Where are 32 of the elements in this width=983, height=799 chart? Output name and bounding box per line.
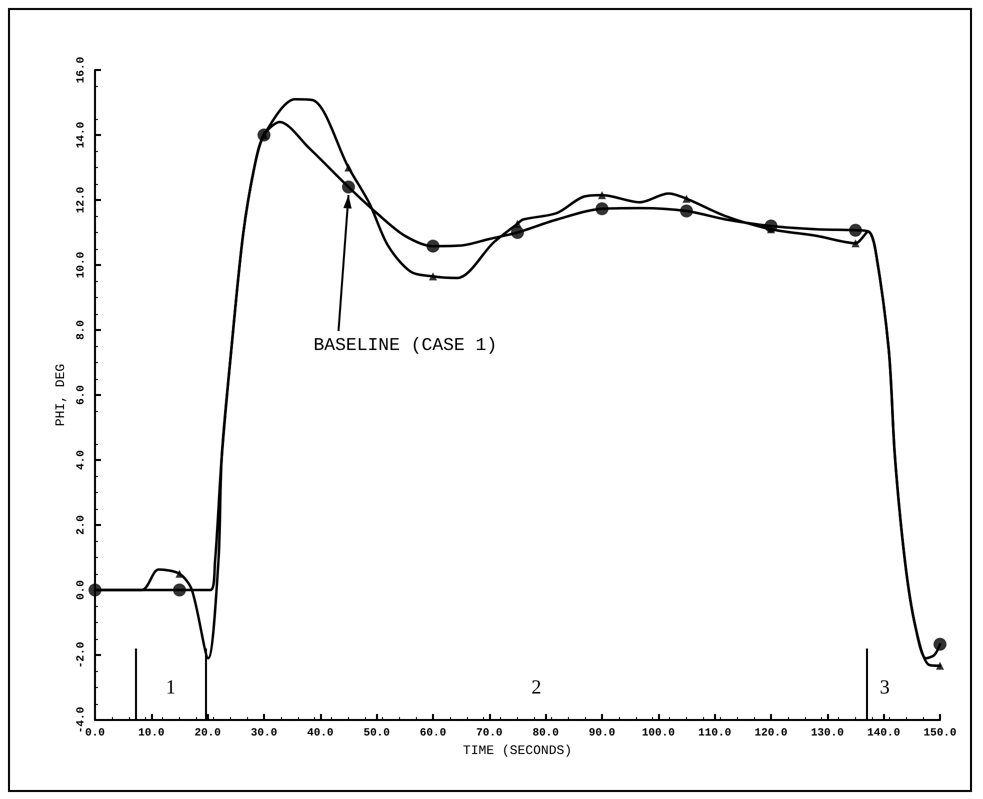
- x-tick-label: 60.0: [420, 728, 446, 740]
- x-tick-label: 20.0: [194, 728, 221, 740]
- y-tick-label: 8.0: [76, 320, 88, 340]
- x-tick-label: 70.0: [476, 728, 503, 740]
- annotation: BASELINE (CASE 1): [314, 336, 498, 356]
- y-tick-label: 0.0: [76, 580, 88, 600]
- annotation: 2: [531, 676, 542, 698]
- x-tick-label: 80.0: [532, 728, 559, 740]
- y-tick-label: 2.0: [76, 515, 88, 535]
- x-tick-label: 40.0: [307, 728, 334, 740]
- x-axis-title: TIME (SECONDS): [462, 742, 572, 758]
- x-tick-label: 110.0: [698, 728, 732, 740]
- x-tick-label: 10.0: [138, 728, 165, 740]
- x-tick-label: 30.0: [250, 728, 278, 740]
- x-tick-label: 0.0: [85, 728, 105, 740]
- y-tick-label: 10.0: [76, 252, 88, 278]
- y-axis-title: PHI, DEG: [53, 364, 68, 426]
- y-tick-label: 16.0: [76, 56, 88, 84]
- x-tick-label: 150.0: [923, 728, 957, 740]
- y-tick-label: -2.0: [76, 642, 88, 668]
- x-tick-label: 50.0: [363, 728, 390, 740]
- y-tick-label: 6.0: [76, 385, 88, 405]
- annotation: 1: [166, 676, 176, 698]
- x-tick-label: 100.0: [642, 728, 675, 740]
- x-tick-label: 130.0: [810, 728, 844, 740]
- y-tick-label: 14.0: [76, 122, 88, 148]
- y-tick-label: 4.0: [76, 450, 88, 470]
- x-tick-label: 140.0: [867, 728, 900, 740]
- annotation: 3: [880, 676, 890, 698]
- x-tick-label: 90.0: [588, 728, 616, 740]
- x-tick-label: 120.0: [754, 728, 788, 740]
- y-tick-label: 12.0: [76, 186, 88, 214]
